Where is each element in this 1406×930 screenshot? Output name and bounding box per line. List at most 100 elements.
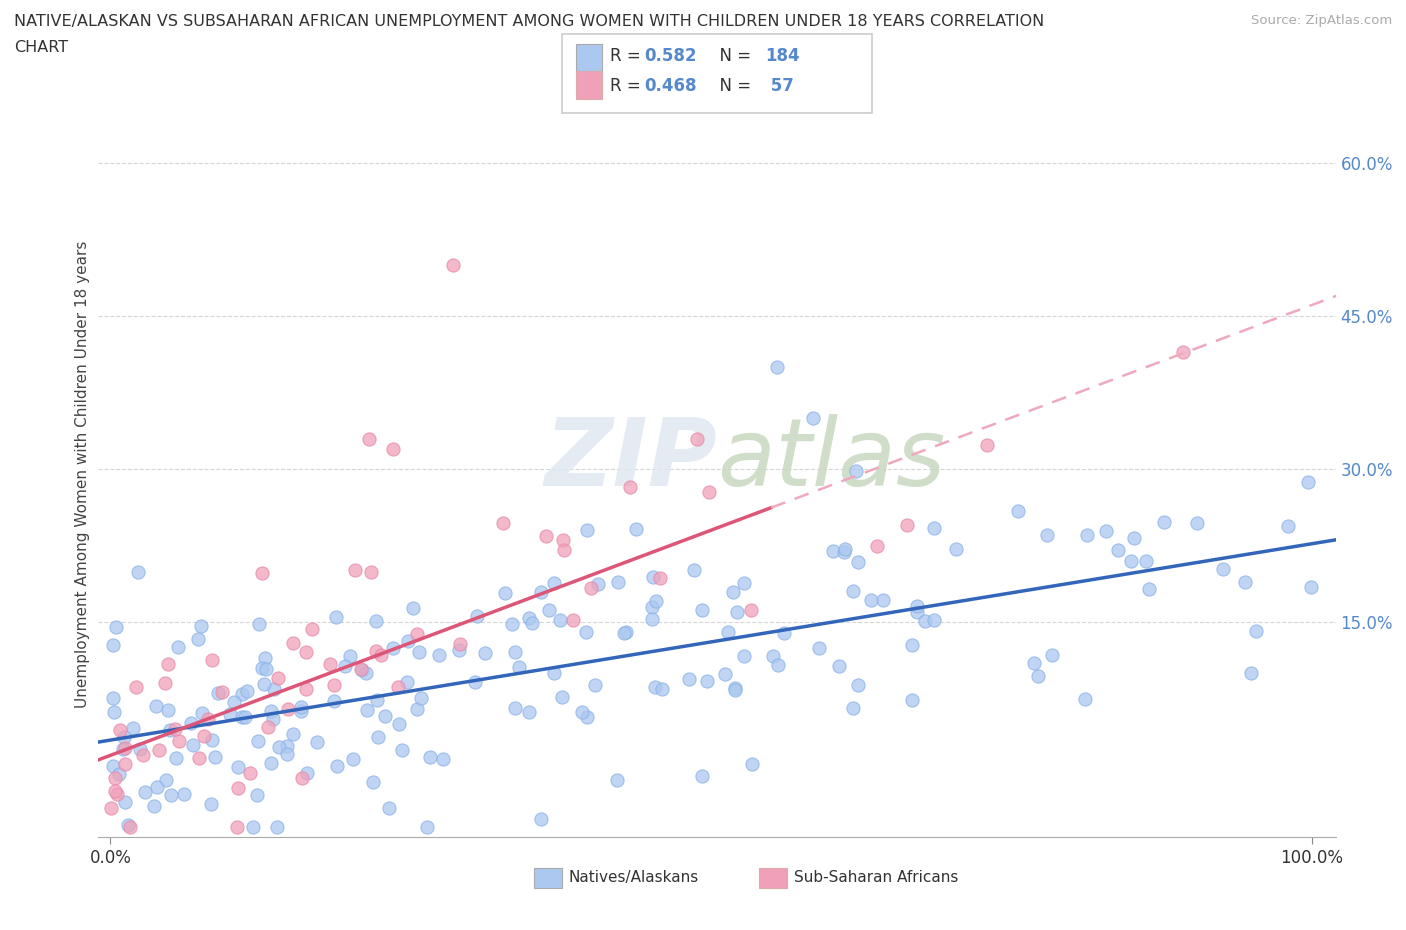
- Point: [257, 719, 280, 734]
- Point: [226, 819, 249, 834]
- Point: [319, 657, 342, 671]
- Point: [142, 799, 165, 814]
- Point: [200, 796, 222, 811]
- Point: [127, 565, 149, 579]
- Point: [381, 442, 404, 457]
- Point: [530, 585, 553, 600]
- Point: [201, 653, 224, 668]
- Point: [1123, 530, 1146, 545]
- Point: [846, 554, 869, 569]
- Point: [416, 819, 439, 834]
- Point: [145, 698, 167, 713]
- Y-axis label: Unemployment Among Women with Children Under 18 years: Unemployment Among Women with Children U…: [75, 241, 90, 708]
- Point: [114, 756, 136, 771]
- Point: [536, 528, 558, 543]
- Point: [125, 680, 148, 695]
- Point: [773, 625, 796, 640]
- Point: [322, 678, 344, 693]
- Point: [441, 258, 464, 272]
- Point: [180, 716, 202, 731]
- Point: [226, 759, 249, 774]
- Point: [250, 565, 273, 580]
- Point: [391, 742, 413, 757]
- Point: [721, 585, 744, 600]
- Point: [575, 522, 598, 537]
- Point: [101, 758, 124, 773]
- Point: [290, 704, 312, 719]
- Point: [114, 794, 136, 809]
- Point: [1026, 669, 1049, 684]
- Point: [388, 716, 411, 731]
- Point: [845, 464, 868, 479]
- Point: [733, 576, 755, 591]
- Point: [945, 541, 967, 556]
- Point: [508, 659, 530, 674]
- Point: [583, 678, 606, 693]
- Point: [290, 699, 312, 714]
- Point: [733, 649, 755, 664]
- Point: [641, 599, 664, 614]
- Point: [427, 647, 450, 662]
- Point: [464, 675, 486, 690]
- Point: [247, 617, 270, 631]
- Point: [571, 704, 593, 719]
- Point: [821, 543, 844, 558]
- Point: [364, 613, 387, 628]
- Point: [260, 756, 283, 771]
- Point: [842, 583, 865, 598]
- Point: [696, 674, 718, 689]
- Point: [449, 636, 471, 651]
- Point: [155, 773, 177, 788]
- Point: [305, 735, 328, 750]
- Point: [1240, 665, 1263, 680]
- Point: [395, 675, 418, 690]
- Point: [301, 622, 323, 637]
- Point: [741, 756, 763, 771]
- Point: [714, 667, 737, 682]
- Point: [173, 787, 195, 802]
- Point: [842, 700, 865, 715]
- Point: [543, 666, 565, 681]
- Point: [263, 682, 285, 697]
- Point: [159, 787, 181, 802]
- Text: N =: N =: [709, 47, 756, 65]
- Point: [129, 741, 152, 756]
- Point: [360, 565, 382, 579]
- Point: [922, 612, 945, 627]
- Point: [156, 702, 179, 717]
- Point: [492, 516, 515, 531]
- Point: [222, 695, 245, 710]
- Point: [614, 624, 637, 639]
- Point: [1076, 527, 1098, 542]
- Point: [104, 771, 127, 786]
- Point: [267, 739, 290, 754]
- Point: [678, 672, 700, 687]
- Point: [108, 723, 131, 737]
- Point: [575, 624, 598, 639]
- Point: [260, 704, 283, 719]
- Point: [366, 693, 388, 708]
- Point: [619, 479, 641, 494]
- Point: [683, 563, 706, 578]
- Point: [1173, 345, 1195, 360]
- Point: [1095, 524, 1118, 538]
- Point: [914, 614, 936, 629]
- Point: [808, 640, 831, 655]
- Point: [834, 545, 856, 560]
- Point: [579, 580, 602, 595]
- Point: [1246, 624, 1268, 639]
- Point: [1024, 656, 1046, 671]
- Text: CHART: CHART: [14, 40, 67, 55]
- Point: [905, 605, 928, 620]
- Point: [367, 730, 389, 745]
- Point: [364, 644, 387, 658]
- Point: [219, 707, 242, 722]
- Point: [111, 742, 134, 757]
- Point: [350, 661, 373, 676]
- Point: [697, 485, 720, 499]
- Point: [114, 740, 136, 755]
- Point: [1234, 574, 1257, 589]
- Point: [226, 780, 249, 795]
- Point: [827, 658, 849, 673]
- Point: [333, 658, 356, 673]
